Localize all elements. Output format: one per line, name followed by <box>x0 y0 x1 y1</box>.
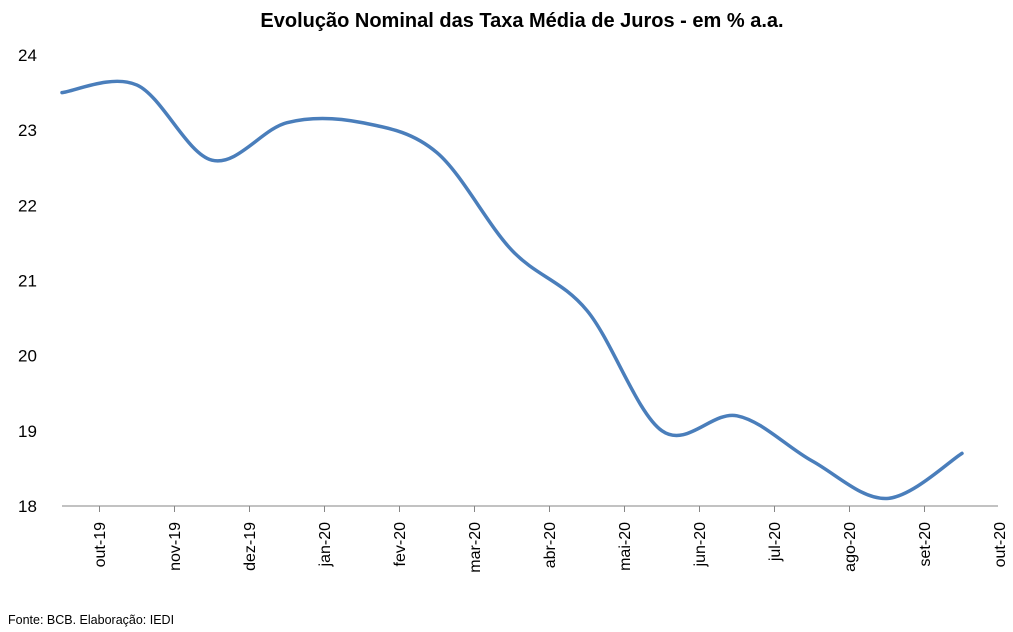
x-axis-tickmarks <box>99 506 925 512</box>
source-note: Fonte: BCB. Elaboração: IEDI <box>8 613 175 627</box>
x-tick-label: nov-19 <box>167 522 184 571</box>
y-tick-label: 24 <box>18 46 37 65</box>
y-tick-label: 18 <box>18 497 37 516</box>
x-tick-label: abr-20 <box>542 522 559 568</box>
x-tick-label: mar-20 <box>467 522 484 573</box>
y-tick-label: 19 <box>18 422 37 441</box>
series-line <box>60 79 964 501</box>
x-tick-label: jul-20 <box>767 522 784 562</box>
series-group <box>60 79 964 501</box>
y-tick-label: 23 <box>18 121 37 140</box>
y-tick-label: 20 <box>18 347 37 366</box>
x-tick-label: out-20 <box>992 522 1009 567</box>
y-tick-label: 21 <box>18 272 37 291</box>
x-tick-label: jun-20 <box>692 522 709 568</box>
chart-title: Evolução Nominal das Taxa Média de Juros… <box>260 10 783 32</box>
x-axis-ticks: out-19 nov-19 dez-19 jan-20 fev-20 mar-20 abr-… <box>92 522 1009 573</box>
x-tick-label: ago-20 <box>842 522 859 572</box>
x-tick-label: fev-20 <box>392 522 409 567</box>
x-tick-label: mai-20 <box>617 522 634 571</box>
x-tick-label: dez-19 <box>242 522 259 571</box>
y-tick-label: 22 <box>18 196 37 215</box>
x-tick-label: set-20 <box>917 522 934 567</box>
x-tick-label: out-19 <box>92 522 109 567</box>
x-tick-label: jan-20 <box>317 522 334 568</box>
y-axis-ticks: 18 19 20 21 22 23 24 <box>18 46 37 516</box>
